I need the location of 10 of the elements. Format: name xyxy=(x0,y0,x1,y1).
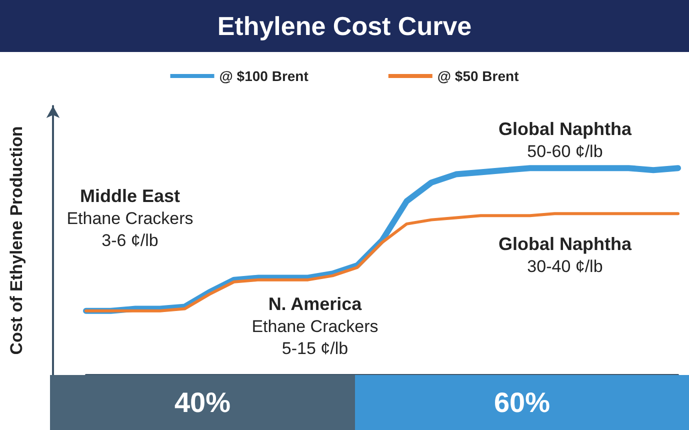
annotation: Middle East Ethane Crackers 3-6 ¢/lb xyxy=(66,186,194,250)
legend-label: @ $50 Brent xyxy=(437,68,520,84)
annotation: Global Naphtha 30-40 ¢/lb xyxy=(498,234,632,276)
legend-label: @ $100 Brent xyxy=(219,68,309,84)
chart-title: Ethylene Cost Curve xyxy=(0,0,689,52)
annotation: N. America Ethane Crackers 5-15 ¢/lb xyxy=(252,294,378,358)
text: 40% xyxy=(50,375,355,430)
text: Global Naphtha 50-60 ¢/lb xyxy=(498,119,632,161)
text: 60% xyxy=(355,375,689,430)
y-axis-title: Cost of Ethylene Production xyxy=(7,126,26,355)
